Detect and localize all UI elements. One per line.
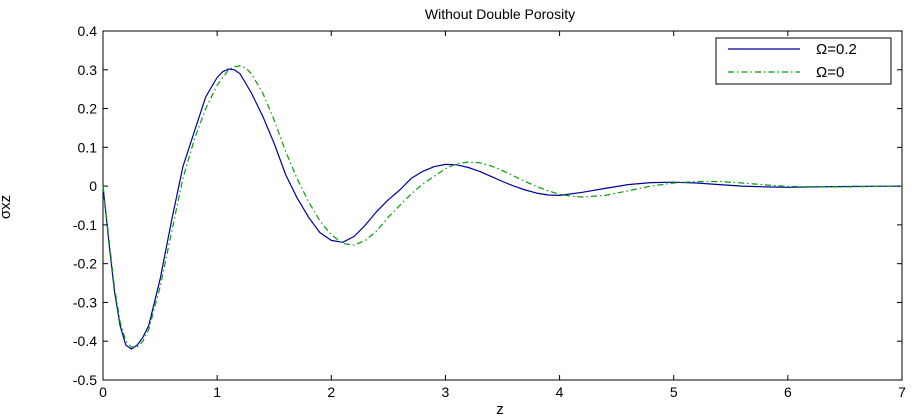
x-axis-label: z xyxy=(496,401,504,417)
y-tick-label: -0.3 xyxy=(73,294,97,310)
y-tick-label: -0.5 xyxy=(73,372,97,388)
y-tick-label: 0.4 xyxy=(78,23,98,39)
y-tick-label: 0.1 xyxy=(78,139,98,155)
series-line-omega-0 xyxy=(102,65,903,348)
x-tick-label: 3 xyxy=(442,384,450,400)
y-tick-label: 0.3 xyxy=(78,62,98,78)
y-tick-label: -0.2 xyxy=(73,256,97,272)
legend-box xyxy=(715,37,892,85)
x-tick-label: 2 xyxy=(327,384,335,400)
y-tick-label: -0.4 xyxy=(73,333,97,349)
y-axis: 0.4 0.3 0.2 0.1 0 -0.1 -0.2 -0.3 -0.4 -0.5 xyxy=(73,23,902,388)
legend-label-omega-0: Ω=0 xyxy=(816,64,844,81)
x-axis: 0 1 2 3 4 5 6 7 xyxy=(99,31,906,400)
x-tick-label: 7 xyxy=(898,384,906,400)
chart-title: Without Double Porosity xyxy=(425,6,575,22)
x-tick-label: 5 xyxy=(670,384,678,400)
x-tick-label: 4 xyxy=(556,384,564,400)
x-tick-label: 6 xyxy=(784,384,792,400)
legend: Ω=0.2 Ω=0 xyxy=(715,37,892,85)
y-tick-label: -0.1 xyxy=(73,217,97,233)
x-tick-label: 1 xyxy=(213,384,221,400)
y-tick-label: 0 xyxy=(89,178,97,194)
legend-label-omega-0-2: Ω=0.2 xyxy=(816,41,857,58)
series-line-omega-0-2 xyxy=(102,68,903,350)
series-layer xyxy=(102,65,903,350)
y-axis-label: σxz xyxy=(0,195,14,219)
y-tick-label: 0.2 xyxy=(78,101,98,117)
x-tick-label: 0 xyxy=(99,384,107,400)
plot-area xyxy=(102,30,903,381)
